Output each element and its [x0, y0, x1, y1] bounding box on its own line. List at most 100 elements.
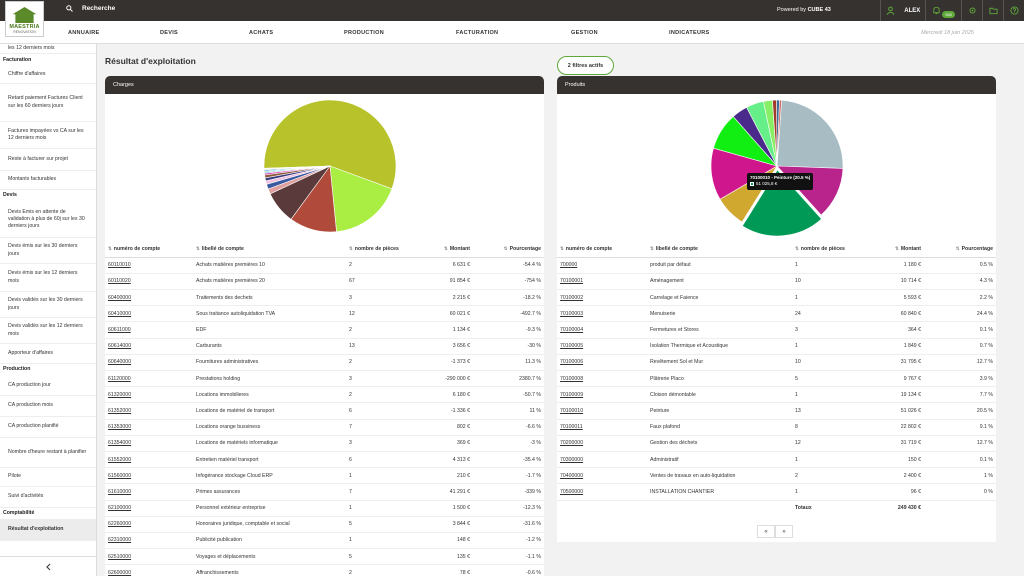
files-button[interactable] [982, 0, 1003, 21]
sidebar-item[interactable]: Montants facturables [0, 171, 96, 190]
col-pourcentage[interactable]: ⇅ Pourcentage [924, 241, 996, 258]
charges-pie-chart[interactable] [250, 96, 410, 236]
pie-slice-60110020[interactable] [329, 165, 393, 233]
pie-slice-61353000[interactable] [263, 165, 331, 170]
col-libelle[interactable]: ⇅ libellé de compte [193, 241, 346, 258]
account-number-link[interactable]: 60400000 [108, 294, 132, 301]
account-number-link[interactable]: 60410000 [108, 310, 132, 317]
pie-slice-70100010[interactable] [741, 169, 822, 236]
col-montant[interactable]: ⇅ Montant [870, 241, 924, 258]
account-number-link[interactable]: 61560000 [108, 472, 132, 479]
table-row[interactable]: 70100003 Menuiserie 24 60 840 € 24.4 % [557, 305, 996, 323]
nav-indicateurs[interactable]: INDICATEURS [669, 30, 710, 36]
table-row[interactable]: 70200000 Gestion des déchets 12 31 719 € 12.… [557, 435, 996, 452]
pie-slice-70100003[interactable] [776, 99, 844, 169]
pie-slice-700000[interactable] [776, 99, 782, 167]
sidebar-item[interactable]: Résultat d'exploitation [0, 519, 96, 541]
col-pieces[interactable]: ⇅ nombre de pièces [346, 241, 421, 258]
sidebar-item[interactable]: Nombre d'heure restant à planifier [0, 438, 96, 468]
pie-slice-61120000[interactable] [263, 99, 397, 190]
table-row[interactable]: 60410000 Sous traitance autoliquidation T… [105, 305, 544, 323]
sidebar-item[interactable]: Devis émis sur les 30 derniers jours [0, 238, 96, 264]
account-number-link[interactable]: 62510000 [108, 553, 132, 560]
user-menu[interactable]: ALEX [880, 0, 925, 21]
sidebar-item[interactable]: CA production mois [0, 396, 96, 417]
produits-pie-chart[interactable] [697, 96, 857, 236]
account-number-link[interactable]: 62100000 [108, 505, 132, 512]
account-number-link[interactable]: 61552000 [108, 456, 132, 463]
table-row[interactable]: 70100008 Plâtrerie Placo 5 9 767 € 3.9 % [557, 370, 996, 388]
account-number-link[interactable]: 61120000 [108, 375, 131, 382]
account-number-link[interactable]: 62600000 [108, 569, 132, 576]
table-row[interactable]: 61610000 Primes assurances 7 41 291 € -339 % [105, 483, 544, 501]
table-row[interactable]: 70100009 Cloison démontable 1 19 134 € 7.7 % [557, 386, 996, 404]
nav-achats[interactable]: ACHATS [249, 30, 274, 36]
account-number-link[interactable]: 60110020 [108, 278, 131, 285]
account-number-link[interactable]: 70100006 [560, 359, 584, 366]
table-row[interactable]: 61552000 Entretien matériel transport 6 4 3… [105, 451, 544, 469]
account-number-link[interactable]: 70400000 [560, 472, 584, 479]
sidebar-item[interactable]: Factures impayées vs CA sur les 12 derni… [0, 122, 96, 149]
table-row[interactable]: 70100004 Fermetures et Stores 3 364 € 0.1 % [557, 321, 996, 339]
account-number-link[interactable]: 60110010 [108, 262, 131, 269]
table-row[interactable]: 62100000 Personnel extérieur entreprise 1 1… [105, 500, 544, 517]
table-row[interactable]: 70400000 Ventes de travaux en auto-liquid… [557, 467, 996, 485]
nav-gestion[interactable]: GESTION [571, 30, 598, 36]
account-number-link[interactable]: 70200000 [560, 440, 584, 447]
sidebar-item[interactable]: CA production planifié [0, 417, 96, 438]
col-pourcentage[interactable]: ⇅ Pourcentage [473, 241, 544, 258]
table-row[interactable]: 60110010 Achats matières premières 10 2 6 6… [105, 257, 544, 274]
col-pieces[interactable]: ⇅ nombre de pièces [792, 241, 870, 258]
account-number-link[interactable]: 70100003 [560, 310, 584, 317]
search-box[interactable]: Recherche [66, 5, 115, 12]
help-button[interactable] [1003, 0, 1024, 21]
account-number-link[interactable]: 70100009 [560, 391, 584, 398]
account-number-link[interactable]: 62310000 [108, 537, 132, 544]
notifications-button[interactable]: 942 [925, 0, 961, 21]
table-row[interactable]: 62600000 Affranchissements 2 78 € -0.6 % [105, 564, 544, 576]
table-row[interactable]: 60400000 Traitements des dechets 3 2 215 € -… [105, 289, 544, 307]
col-montant[interactable]: ⇅ Montant [421, 241, 473, 258]
account-number-link[interactable]: 60640000 [108, 359, 132, 366]
account-number-link[interactable]: 60614000 [108, 343, 132, 350]
table-row[interactable]: 70100001 Aménagement 10 10 714 € 4.3 % [557, 273, 996, 291]
table-row[interactable]: 70500000 INSTALLATION CHANTIER 1 96 € 0 % [557, 483, 996, 501]
col-compte[interactable]: ⇅ numéro de compte [105, 241, 193, 258]
account-number-link[interactable]: 70100011 [560, 424, 583, 431]
table-row[interactable]: 70100006 Revêtement Sol et Mur 10 31 795 € 1… [557, 354, 996, 372]
account-number-link[interactable]: 70100004 [560, 327, 584, 334]
sidebar-item[interactable]: Devis Emis en attente de validation à pl… [0, 202, 96, 238]
col-compte[interactable]: ⇅ numéro de compte [557, 241, 647, 258]
sidebar-item[interactable]: Suivi d'activités [0, 487, 96, 508]
nav-devis[interactable]: DEVIS [160, 30, 179, 36]
table-row[interactable]: 61352000 Locations de matériel de transpo… [105, 402, 544, 420]
table-row[interactable]: 70300000 Administratif 1 150 € 0.1 % [557, 451, 996, 469]
table-row[interactable]: 62510000 Voyages et déplacements 5 135 € -1.… [105, 548, 544, 566]
account-number-link[interactable]: 70500000 [560, 488, 584, 495]
account-number-link[interactable]: 62260000 [108, 521, 132, 528]
table-row[interactable]: 60614000 Carburants 13 3 656 € -30 % [105, 338, 544, 355]
table-row[interactable]: 60640000 Fournitures administratives 2 -1 3… [105, 354, 544, 372]
account-number-link[interactable]: 70300000 [560, 456, 584, 463]
account-number-link[interactable]: 60611000 [108, 327, 131, 334]
account-number-link[interactable]: 70100008 [560, 375, 584, 382]
table-row[interactable]: 60611000 EDF 2 1 134 € -9.3 % [105, 321, 544, 339]
account-number-link[interactable]: 61353000 [108, 424, 132, 431]
account-number-link[interactable]: 70100001 [560, 278, 584, 285]
nav-facturation[interactable]: FACTURATION [456, 30, 499, 36]
sidebar-item[interactable]: Reste à facturer sur projet [0, 149, 96, 171]
prev-page-button[interactable]: « [757, 525, 775, 538]
sidebar-item[interactable]: Chiffre d'affaires [0, 67, 96, 84]
sidebar-item[interactable]: Devis émis sur les 12 derniers mois [0, 264, 96, 292]
table-row[interactable]: 70100005 Isolation Thermique et Acoustiqu… [557, 338, 996, 355]
sidebar-item[interactable]: les 12 derniers mois [0, 44, 96, 54]
table-row[interactable]: 61354000 Locations de matériels informati… [105, 435, 544, 452]
sidebar-item[interactable]: Devis validés sur les 12 derniers mois [0, 318, 96, 344]
table-row[interactable]: 62310000 Publicité publication 1 148 € -1.2 … [105, 532, 544, 550]
sidebar-item[interactable]: CA production jour [0, 376, 96, 396]
account-number-link[interactable]: 61354000 [108, 440, 132, 447]
table-row[interactable]: 70100011 Faux plafond 8 22 802 € 9.1 % [557, 419, 996, 436]
account-number-link[interactable]: 61610000 [108, 488, 132, 495]
col-libelle[interactable]: ⇅ libellé de compte [647, 241, 792, 258]
account-number-link[interactable]: 70100002 [560, 294, 584, 301]
